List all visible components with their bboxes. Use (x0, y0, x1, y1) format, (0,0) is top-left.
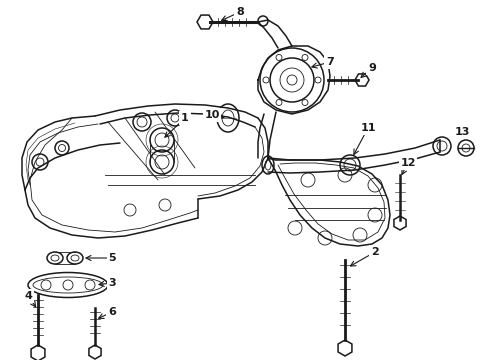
Text: 3: 3 (108, 278, 116, 288)
Text: 12: 12 (400, 158, 415, 168)
Text: 4: 4 (24, 291, 32, 301)
Text: 8: 8 (236, 7, 244, 17)
Text: 2: 2 (370, 247, 378, 257)
Text: 9: 9 (367, 63, 375, 73)
Text: 13: 13 (453, 127, 469, 137)
Text: 10: 10 (204, 110, 219, 120)
Text: 1: 1 (181, 113, 188, 123)
Text: 6: 6 (108, 307, 116, 317)
Text: 5: 5 (108, 253, 116, 263)
Text: 7: 7 (325, 57, 333, 67)
Text: 11: 11 (360, 123, 375, 133)
